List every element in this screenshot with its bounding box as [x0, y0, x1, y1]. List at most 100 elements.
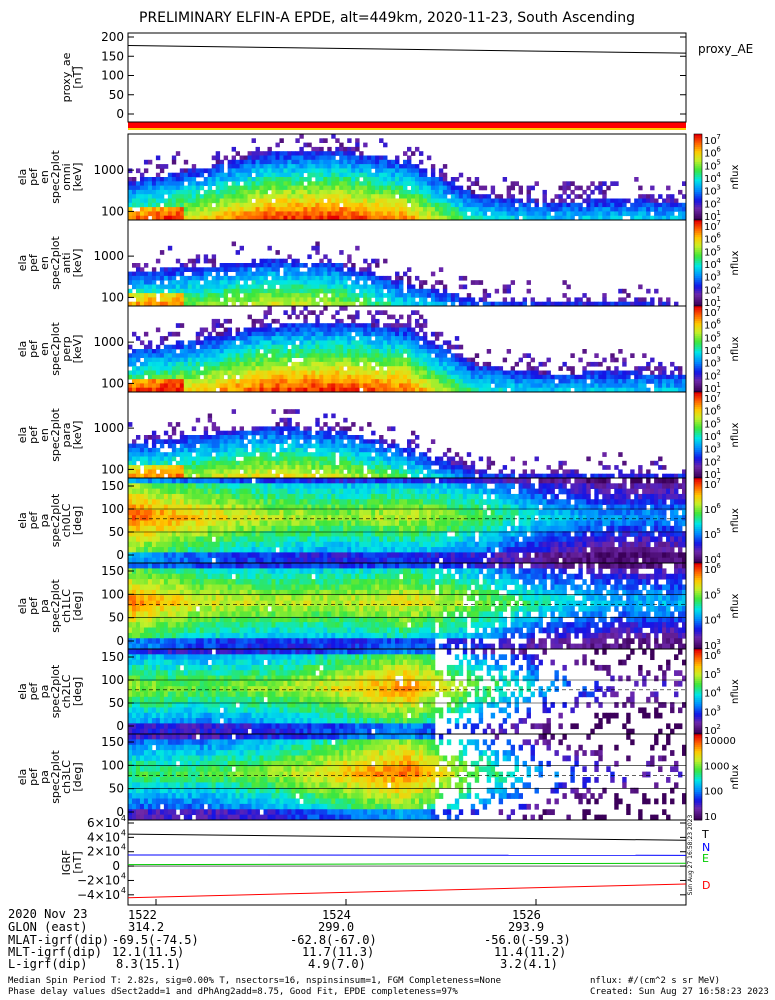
- spectrogram-cell: [534, 207, 539, 212]
- spectrogram-cell: [255, 263, 260, 268]
- spectrogram-cell: [363, 297, 368, 303]
- spectrogram-cell: [462, 383, 468, 389]
- spectrogram-cell: [151, 361, 157, 367]
- spectrogram-cell: [335, 374, 340, 380]
- colorbar-segment: [694, 183, 702, 186]
- spectrogram-cell: [307, 142, 312, 148]
- spectrogram-cell: [347, 357, 352, 363]
- spectrogram-cell: [430, 370, 436, 376]
- spectrogram-cell: [339, 323, 344, 328]
- spectrogram-cell: [494, 198, 500, 204]
- spectrogram-cell: [614, 202, 619, 208]
- spectrogram-cell: [267, 245, 272, 251]
- spectrogram-cell: [195, 189, 201, 195]
- spectrogram-cell: [183, 177, 189, 182]
- spectrogram-cell: [283, 202, 288, 208]
- spectrogram-cell: [359, 189, 364, 195]
- spectrogram-cell: [363, 323, 368, 328]
- spectrogram-cell: [351, 301, 356, 307]
- spectrogram-cell: [191, 263, 197, 268]
- colorbar-segment: [694, 331, 702, 335]
- spectrogram-cell: [263, 288, 268, 294]
- spectrogram-cell: [343, 456, 348, 462]
- spectrogram-cell: [399, 288, 404, 294]
- chart-title: PRELIMINARY ELFIN-A EPDE, alt=449km, 202…: [139, 10, 635, 26]
- ytick-label: 1000: [93, 249, 124, 263]
- spectrogram-cell: [263, 310, 268, 315]
- spectrogram-cell: [295, 383, 300, 389]
- spectrogram-cell: [255, 439, 260, 444]
- spectrogram-cell: [295, 409, 300, 414]
- spectrogram-cell: [128, 370, 133, 376]
- spectrogram-cell: [510, 215, 516, 221]
- spectrogram-cell: [135, 379, 141, 384]
- spectrogram-cell: [163, 465, 169, 470]
- colorbar-exp: 5: [716, 158, 720, 166]
- spectrogram-cell: [414, 383, 420, 389]
- spectrogram-cell: [259, 353, 264, 358]
- spectrogram-cell: [426, 202, 432, 208]
- spectrogram-cell: [351, 443, 356, 449]
- spectrogram-cell: [171, 293, 177, 298]
- spectrogram-cell: [283, 151, 288, 156]
- spectrogram-cell: [283, 422, 288, 427]
- spectrogram-cell: [159, 443, 165, 449]
- spectrogram-cell: [223, 185, 229, 191]
- spectrogram-cell: [566, 215, 571, 221]
- colorbar-segment: [694, 286, 702, 290]
- spectrogram-cell: [662, 202, 667, 208]
- spectrogram-cell: [558, 465, 563, 470]
- spectrogram-cell: [371, 275, 376, 281]
- spectrogram-cell: [255, 164, 260, 169]
- spectrogram-cell: [395, 349, 400, 354]
- spectrogram-cell: [247, 366, 252, 371]
- spectrogram-cell: [207, 387, 213, 393]
- spectrogram-cell: [650, 370, 655, 376]
- colorbar-segment: [694, 353, 702, 356]
- spectrogram-cell: [323, 452, 328, 457]
- spectrogram-cell: [283, 336, 288, 341]
- spectrogram-cell: [207, 417, 213, 423]
- spectrogram-cell: [128, 293, 133, 298]
- spectrogram-cell: [446, 207, 452, 212]
- spectrogram-cell: [231, 460, 237, 466]
- spectrogram-cell: [375, 168, 380, 174]
- spectrogram-cell: [259, 327, 264, 333]
- spectrogram-cell: [414, 177, 420, 182]
- spectrogram-cell: [175, 465, 181, 470]
- spectrogram-cell: [315, 284, 320, 290]
- colorbar-exp: 2: [716, 282, 720, 290]
- spectrogram-cell: [602, 194, 607, 199]
- spectrogram-cell: [283, 426, 288, 432]
- spectrogram-cell: [566, 207, 571, 212]
- spectrogram-cell: [207, 284, 213, 290]
- spectrogram-cell: [211, 280, 217, 285]
- spectrogram-cell: [203, 374, 209, 380]
- spectrogram-cell: [470, 202, 476, 208]
- spectrogram-cell: [371, 344, 376, 350]
- spectrogram-cell: [502, 297, 508, 303]
- spectrogram-cell: [167, 435, 173, 440]
- spectrogram-cell: [399, 452, 404, 457]
- spectrogram-cell: [371, 349, 376, 354]
- spectrogram-cell: [335, 177, 340, 182]
- spectrogram-cell: [223, 473, 229, 479]
- spectrogram-cell: [223, 465, 229, 470]
- spectrogram-cell: [311, 189, 316, 195]
- colorbar-label: 10: [704, 333, 717, 344]
- spectrogram-cell: [626, 198, 631, 204]
- spectrogram-cell: [203, 357, 209, 363]
- spectrogram-cell: [315, 288, 320, 294]
- spectrogram-cell: [151, 366, 157, 371]
- spectrogram-cell: [450, 297, 456, 303]
- spectrogram-cell: [255, 177, 260, 182]
- spectrogram-cell: [147, 275, 153, 281]
- spectrogram-cell: [299, 301, 304, 307]
- spectrogram-cell: [219, 447, 225, 453]
- spectrogram-cell: [219, 194, 225, 199]
- spectrogram-cell: [231, 159, 237, 165]
- spectrogram-cell: [470, 383, 476, 389]
- spectrogram-cell: [247, 159, 252, 165]
- spectrogram-cell: [407, 155, 412, 161]
